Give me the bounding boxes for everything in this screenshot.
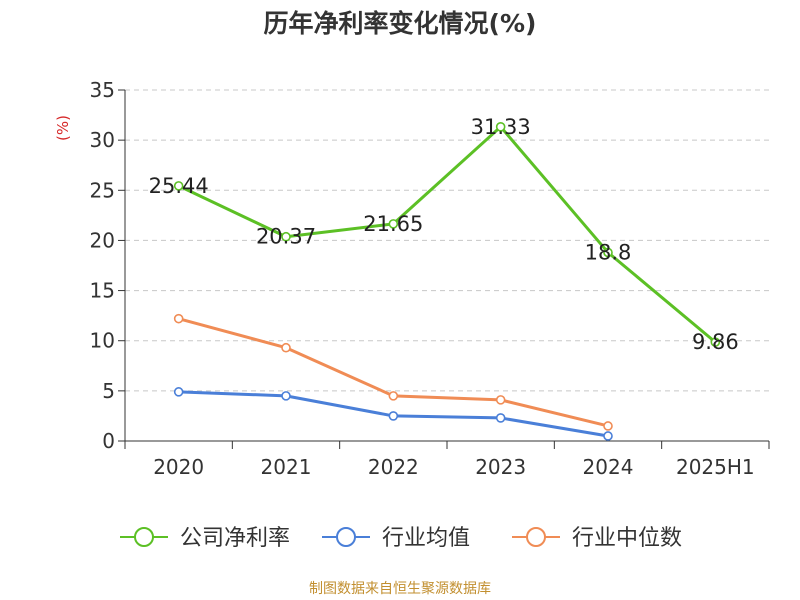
legend-marker <box>336 527 356 547</box>
data-point <box>603 247 613 258</box>
data-point <box>281 342 291 353</box>
data-point <box>388 411 399 421</box>
x-tick-label: 2025H1 <box>676 455 755 479</box>
data-point <box>495 413 506 423</box>
series-line <box>178 317 609 428</box>
legend-label: 行业中位数 <box>572 526 682 551</box>
data-label: 31.33 <box>471 115 531 139</box>
data-point <box>603 431 613 441</box>
y-tick-label: 35 <box>90 78 115 102</box>
y-axis-unit-label: (%) <box>54 115 72 141</box>
data-label-layer: 25.44 20.37 21.65 31.33 18.8 9.86 <box>149 115 739 354</box>
data-point <box>173 181 184 191</box>
data-point <box>388 391 399 401</box>
data-point <box>281 231 291 242</box>
x-tick-label: 2021 <box>261 455 312 479</box>
y-tick-label: 5 <box>102 379 115 403</box>
data-label: 21.65 <box>363 212 423 236</box>
axis-layer: 0 5 10 15 20 25 30 35 2020 2021 2022 2023 2024 2025H1 <box>90 78 770 479</box>
y-tick-label: 15 <box>90 279 115 303</box>
data-point <box>495 395 506 405</box>
grid-layer <box>125 89 769 392</box>
y-tick-label: 10 <box>90 329 115 353</box>
data-label: 25.44 <box>149 174 209 198</box>
data-point <box>495 122 506 132</box>
y-tick-label: 0 <box>102 429 115 453</box>
series-line <box>178 125 717 344</box>
data-point <box>173 387 184 397</box>
data-point <box>388 219 399 229</box>
y-tick-label: 25 <box>90 178 115 202</box>
chart-title: 历年净利率变化情况(%) <box>263 9 537 38</box>
data-label: 18.8 <box>585 240 632 264</box>
data-point <box>173 313 184 324</box>
x-tick-label: 2023 <box>475 455 526 479</box>
legend-marker <box>134 527 154 547</box>
x-tick-label: 2024 <box>583 455 634 479</box>
data-point <box>603 421 613 431</box>
data-source-note: 制图数据来自恒生聚源数据库 <box>309 581 491 597</box>
legend-label: 行业均值 <box>382 526 470 551</box>
legend-label: 公司净利率 <box>180 526 290 551</box>
legend: 公司净利率 行业均值 行业中位数 <box>120 526 682 551</box>
x-tick-label: 2020 <box>153 455 204 479</box>
series-layer <box>173 122 721 441</box>
x-tick-label: 2022 <box>368 455 419 479</box>
legend-marker <box>526 527 546 547</box>
data-label: 9.86 <box>692 330 739 354</box>
y-tick-label: 30 <box>90 128 115 152</box>
y-tick-label: 20 <box>90 228 115 252</box>
data-point <box>281 391 291 401</box>
data-label: 20.37 <box>256 225 316 249</box>
data-point <box>710 337 721 347</box>
